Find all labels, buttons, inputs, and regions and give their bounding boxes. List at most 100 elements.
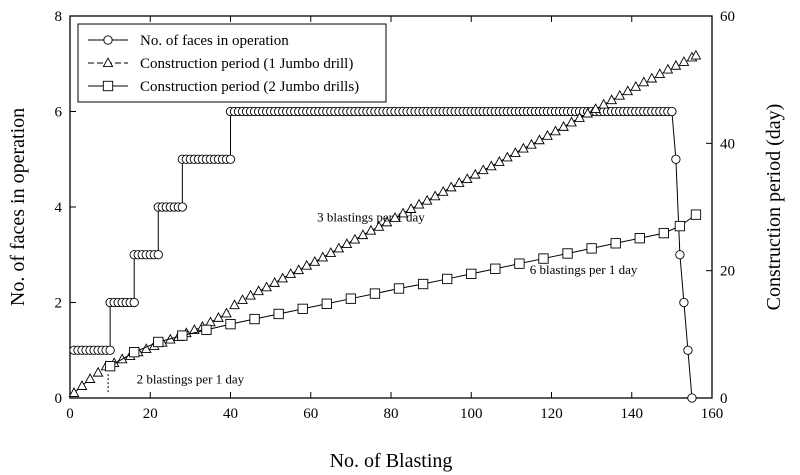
data-point-triangle (566, 116, 577, 127)
data-point-triangle (690, 49, 702, 60)
legend-label: Construction period (1 Jumbo drill) (140, 56, 353, 72)
data-point-triangle (510, 147, 521, 157)
data-point-triangle (213, 312, 224, 322)
y-right-tick-label: 40 (720, 136, 735, 152)
data-point-triangle (453, 177, 465, 187)
legend-label: Construction period (2 Jumbo drills) (140, 79, 359, 95)
data-point-circle (129, 297, 139, 308)
annotation: 6 blastings per 1 day (530, 262, 638, 277)
y-right-tick-label: 20 (720, 264, 735, 280)
y-left-tick-label: 8 (55, 9, 63, 25)
data-point-triangle (405, 203, 417, 213)
data-point-triangle (92, 366, 104, 377)
legend-item: Construction period (2 Jumbo drills) (88, 79, 359, 95)
data-point-triangle (357, 229, 369, 240)
data-point-triangle (606, 94, 618, 105)
data-point-triangle (221, 307, 232, 318)
data-point-triangle (349, 233, 361, 244)
data-point-triangle (437, 185, 449, 196)
data-point-triangle (413, 198, 425, 209)
x-tick-label: 20 (143, 406, 158, 422)
data-point-triangle (590, 103, 601, 114)
data-point-triangle (397, 207, 409, 218)
data-point-triangle (253, 285, 264, 296)
data-point-triangle (261, 281, 272, 292)
data-point-triangle (469, 168, 481, 179)
data-point-circle (667, 106, 677, 117)
data-point-triangle (526, 138, 537, 149)
data-point-square (586, 243, 597, 254)
data-point-square (273, 308, 284, 320)
data-point-triangle (485, 160, 497, 171)
series-square (104, 209, 702, 372)
x-tick-label: 140 (621, 406, 644, 422)
data-point-triangle (301, 259, 313, 270)
data-point-triangle (421, 194, 433, 205)
legend: No. of faces in operation Construction pe… (77, 23, 387, 103)
data-point-square (417, 278, 429, 290)
y-axis-left-title: No. of faces in operation (7, 108, 29, 306)
data-point-triangle (365, 224, 377, 235)
data-point-triangle (558, 121, 569, 131)
data-point-square (225, 318, 236, 330)
data-point-triangle (76, 380, 88, 390)
data-point-triangle (534, 134, 545, 145)
data-point-square (442, 273, 453, 285)
x-tick-label: 60 (303, 406, 318, 422)
data-point-square (104, 361, 116, 372)
legend-item: Construction period (1 Jumbo drill) (88, 56, 353, 72)
x-tick-label: 160 (701, 406, 724, 422)
data-point-triangle (630, 80, 642, 91)
data-point-square (658, 227, 670, 239)
data-point-circle (687, 393, 697, 403)
annotation: 2 blastings per 1 day (137, 372, 245, 387)
data-point-triangle (229, 299, 240, 310)
series-line-circle (74, 111, 693, 399)
y-right-tick-label: 60 (720, 9, 735, 25)
data-point-triangle (341, 238, 353, 248)
data-point-triangle (237, 294, 248, 305)
data-point-square (610, 238, 621, 249)
x-tick-label: 100 (460, 406, 483, 422)
data-point-square (538, 253, 549, 264)
data-point-square (345, 293, 357, 304)
x-tick-label: 40 (223, 406, 238, 422)
legend-marker-square (102, 80, 114, 92)
data-point-triangle (333, 242, 345, 253)
x-tick-label: 120 (540, 406, 563, 422)
data-point-triangle (670, 59, 682, 70)
data-point-triangle (381, 216, 393, 227)
data-point-circle (105, 345, 115, 355)
y-left-tick-label: 0 (55, 391, 63, 407)
legend-marker-triangle (102, 57, 114, 68)
data-point-triangle (493, 156, 505, 166)
annotation-layer: 3 blastings per 1 day 6 blastings per 1 d… (107, 209, 638, 394)
x-axis-title: No. of Blasting (330, 450, 453, 472)
y-left-tick-label: 2 (55, 296, 63, 312)
data-point-square (562, 248, 573, 259)
data-point-triangle (429, 190, 441, 201)
data-point-triangle (654, 68, 666, 78)
data-point-square (393, 283, 405, 294)
data-point-triangle (245, 289, 256, 300)
data-point-triangle (646, 72, 658, 83)
data-point-square (249, 313, 260, 325)
data-point-triangle (389, 212, 401, 222)
data-point-triangle (189, 324, 200, 334)
data-point-triangle (582, 107, 593, 118)
data-point-triangle (574, 112, 585, 122)
data-point-square (153, 336, 164, 348)
legend-box (77, 23, 387, 103)
data-point-triangle (309, 256, 321, 266)
data-point-square (674, 220, 686, 232)
data-point-circle (177, 202, 188, 212)
legend-label: No. of faces in operation (140, 33, 289, 49)
data-point-triangle (542, 129, 553, 140)
data-point-triangle (325, 247, 337, 257)
y-left-tick-label: 4 (55, 200, 63, 216)
data-point-circle (683, 345, 693, 355)
data-point-triangle (477, 164, 489, 175)
data-point-circle (679, 297, 689, 308)
